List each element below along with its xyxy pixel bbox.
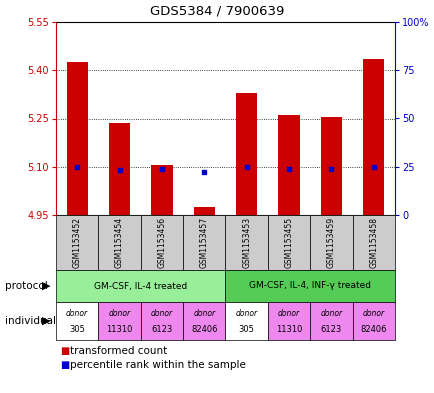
Text: donor: donor (66, 309, 88, 318)
Bar (151, 165, 172, 215)
Text: ▶: ▶ (42, 281, 50, 291)
Text: GSM1153458: GSM1153458 (368, 217, 378, 268)
Bar (225, 215, 267, 270)
Bar (236, 93, 256, 215)
Text: ▶: ▶ (42, 316, 50, 326)
Text: 305: 305 (69, 325, 85, 334)
Bar (309, 215, 352, 270)
Bar (56, 215, 98, 270)
Bar (183, 302, 225, 340)
Bar (225, 270, 394, 302)
Bar (362, 59, 384, 215)
Text: donor: donor (362, 309, 384, 318)
Text: ■: ■ (60, 346, 69, 356)
Bar (56, 270, 225, 302)
Text: donor: donor (319, 309, 342, 318)
Text: ■: ■ (60, 360, 69, 370)
Text: 6123: 6123 (151, 325, 172, 334)
Text: 6123: 6123 (320, 325, 341, 334)
Bar (98, 215, 141, 270)
Text: 11310: 11310 (275, 325, 302, 334)
Bar (278, 115, 299, 215)
Bar (183, 215, 225, 270)
Text: donor: donor (235, 309, 257, 318)
Text: GDS5384 / 7900639: GDS5384 / 7900639 (150, 5, 284, 18)
Text: percentile rank within the sample: percentile rank within the sample (70, 360, 245, 370)
Text: GSM1153456: GSM1153456 (157, 217, 166, 268)
Text: 11310: 11310 (106, 325, 132, 334)
Bar (98, 302, 141, 340)
Bar (225, 302, 267, 340)
Text: donor: donor (277, 309, 299, 318)
Text: transformed count: transformed count (70, 346, 167, 356)
Text: donor: donor (151, 309, 173, 318)
Text: 305: 305 (238, 325, 254, 334)
Bar (193, 207, 214, 215)
Text: donor: donor (108, 309, 130, 318)
Bar (141, 215, 183, 270)
Text: GSM1153452: GSM1153452 (72, 217, 82, 268)
Text: GSM1153457: GSM1153457 (199, 217, 208, 268)
Bar (141, 302, 183, 340)
Text: GM-CSF, IL-4 treated: GM-CSF, IL-4 treated (94, 281, 187, 290)
Bar (352, 215, 394, 270)
Bar (320, 117, 341, 215)
Bar (309, 302, 352, 340)
Text: GM-CSF, IL-4, INF-γ treated: GM-CSF, IL-4, INF-γ treated (249, 281, 370, 290)
Bar (267, 302, 309, 340)
Text: GSM1153453: GSM1153453 (242, 217, 250, 268)
Bar (352, 302, 394, 340)
Text: protocol: protocol (5, 281, 48, 291)
Text: individual: individual (5, 316, 56, 326)
Text: 82406: 82406 (360, 325, 386, 334)
Bar (66, 62, 88, 215)
Text: donor: donor (193, 309, 215, 318)
Text: GSM1153454: GSM1153454 (115, 217, 124, 268)
Text: GSM1153459: GSM1153459 (326, 217, 335, 268)
Text: 82406: 82406 (191, 325, 217, 334)
Bar (109, 123, 130, 215)
Bar (267, 215, 309, 270)
Bar (56, 302, 98, 340)
Text: GSM1153455: GSM1153455 (284, 217, 293, 268)
